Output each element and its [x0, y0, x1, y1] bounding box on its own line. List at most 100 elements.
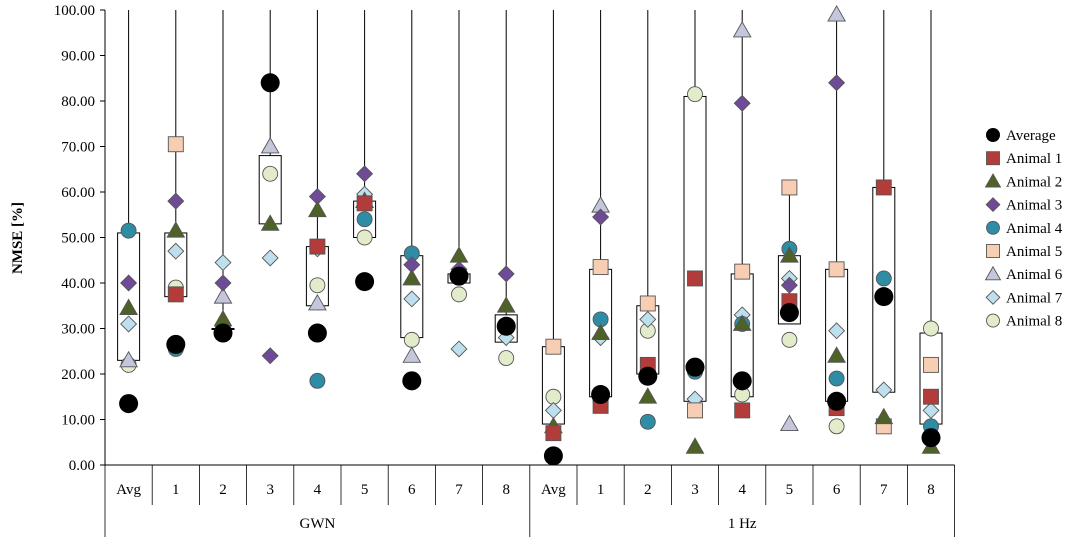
animal-2-point — [638, 387, 658, 404]
animal-4-point — [639, 413, 656, 430]
animal-8-point — [262, 165, 279, 182]
animal-1-point — [687, 270, 703, 287]
animal-5-point — [592, 259, 609, 276]
y-tick-label: 10.00 — [61, 413, 95, 429]
animal-6-point — [402, 346, 422, 363]
y-tick-label: 70.00 — [61, 140, 95, 156]
average-point — [827, 391, 847, 411]
y-tick-label: 20.00 — [61, 367, 95, 383]
x-tick-label: 1 — [597, 482, 605, 498]
animal-1-point — [356, 195, 373, 212]
box-layer — [117, 10, 943, 425]
x-tick-label: 2 — [219, 482, 227, 498]
average-point — [874, 287, 894, 307]
y-tick-label: 80.00 — [61, 94, 95, 110]
animal-5-point — [923, 356, 939, 373]
animal-2-point — [732, 314, 752, 331]
animal-2-point — [827, 346, 847, 363]
average-point — [166, 334, 186, 354]
legend-label-animal-3: Animal 3 — [1006, 198, 1062, 214]
x-tick-label: 6 — [408, 482, 416, 498]
animal-3-point — [828, 74, 846, 92]
animal-1-point — [734, 402, 751, 419]
animal-1-point — [923, 388, 939, 405]
average-point — [638, 366, 658, 386]
x-tick-label: Avg — [541, 482, 566, 498]
range-box — [258, 155, 282, 225]
animal-8-point — [451, 286, 467, 303]
animal-8-point — [923, 320, 939, 337]
legend-marker-animal-3 — [985, 197, 1001, 213]
legend-marker-animal-4 — [986, 220, 1000, 235]
animal-8-point — [356, 229, 373, 246]
y-tick-label: 50.00 — [61, 231, 95, 247]
animal-6-point — [307, 293, 327, 311]
average-point — [449, 266, 469, 286]
animal-2-point — [685, 437, 705, 454]
animal-5-point — [734, 263, 751, 280]
animal-2-point — [874, 407, 894, 425]
animal-2-point — [166, 221, 186, 238]
animal-4-point — [120, 222, 137, 239]
animal-6-point — [732, 20, 752, 38]
animal-2-point — [402, 268, 422, 286]
animal-2-point — [779, 246, 799, 263]
x-tick-label: Avg — [116, 482, 141, 498]
animal-8-point — [309, 277, 326, 294]
animal-7-point — [922, 401, 940, 419]
animal-7-point — [261, 249, 279, 267]
legend-marker-animal-8 — [986, 313, 1000, 328]
axis-layer: 0.00 10.00 20.00 30.00 40.00 50.00 60.00 70.00 8… — [54, 3, 955, 537]
animal-2-point — [449, 246, 469, 263]
animal-2-point — [119, 298, 139, 315]
animal-3-point — [356, 165, 374, 183]
animal-5-point — [167, 136, 184, 153]
animal-2-point — [591, 323, 611, 340]
animal-8-point — [498, 350, 515, 367]
legend-label-animal-2: Animal 2 — [1006, 174, 1062, 190]
average-point — [921, 428, 941, 448]
x-tick-label: 3 — [266, 482, 274, 498]
animal-6-point — [827, 5, 847, 22]
legend-marker-animal-2 — [984, 173, 1002, 188]
legend-marker-animal-7 — [985, 289, 1001, 305]
average-point — [591, 384, 611, 404]
x-tick-label: 7 — [880, 482, 888, 498]
y-tick-label: 40.00 — [61, 276, 95, 292]
y-tick-label: 90.00 — [61, 49, 95, 65]
y-tick-label: 0.00 — [69, 458, 95, 474]
animal-7-point — [120, 315, 138, 333]
legend-marker-animal-1 — [986, 151, 1000, 166]
x-tick-label: 4 — [314, 482, 322, 498]
animal-7-point — [828, 322, 846, 340]
animal-2-point — [260, 214, 280, 231]
animal-3-point — [214, 274, 232, 292]
y-tick-label: 100.00 — [54, 3, 95, 19]
animal-1-point — [309, 238, 326, 255]
animal-8-point — [687, 86, 703, 103]
animal-6-point — [260, 136, 280, 154]
animal-5-point — [545, 338, 562, 355]
x-tick-label: 5 — [361, 482, 369, 498]
average-point — [260, 73, 280, 93]
average-point — [213, 323, 233, 343]
legend-label-animal-6: Animal 6 — [1006, 267, 1063, 283]
animal-5-point — [639, 295, 656, 312]
x-tick-label: 1 — [172, 482, 180, 498]
x-group-label: GWN — [299, 516, 335, 532]
legend-marker-animal-5 — [986, 244, 1000, 258]
animal-5-point — [781, 179, 798, 196]
average-point — [732, 371, 752, 391]
legend-label-average: Average — [1006, 128, 1056, 144]
x-tick-label: 8 — [502, 482, 510, 498]
range-box — [683, 95, 707, 402]
animal-7-point — [450, 340, 468, 358]
legend-label-animal-7: Animal 7 — [1006, 290, 1063, 306]
x-tick-label: 6 — [833, 482, 841, 498]
animal-6-point — [779, 414, 799, 431]
average-point — [779, 303, 799, 323]
animal-7-point — [167, 242, 185, 260]
average-point — [543, 446, 563, 466]
